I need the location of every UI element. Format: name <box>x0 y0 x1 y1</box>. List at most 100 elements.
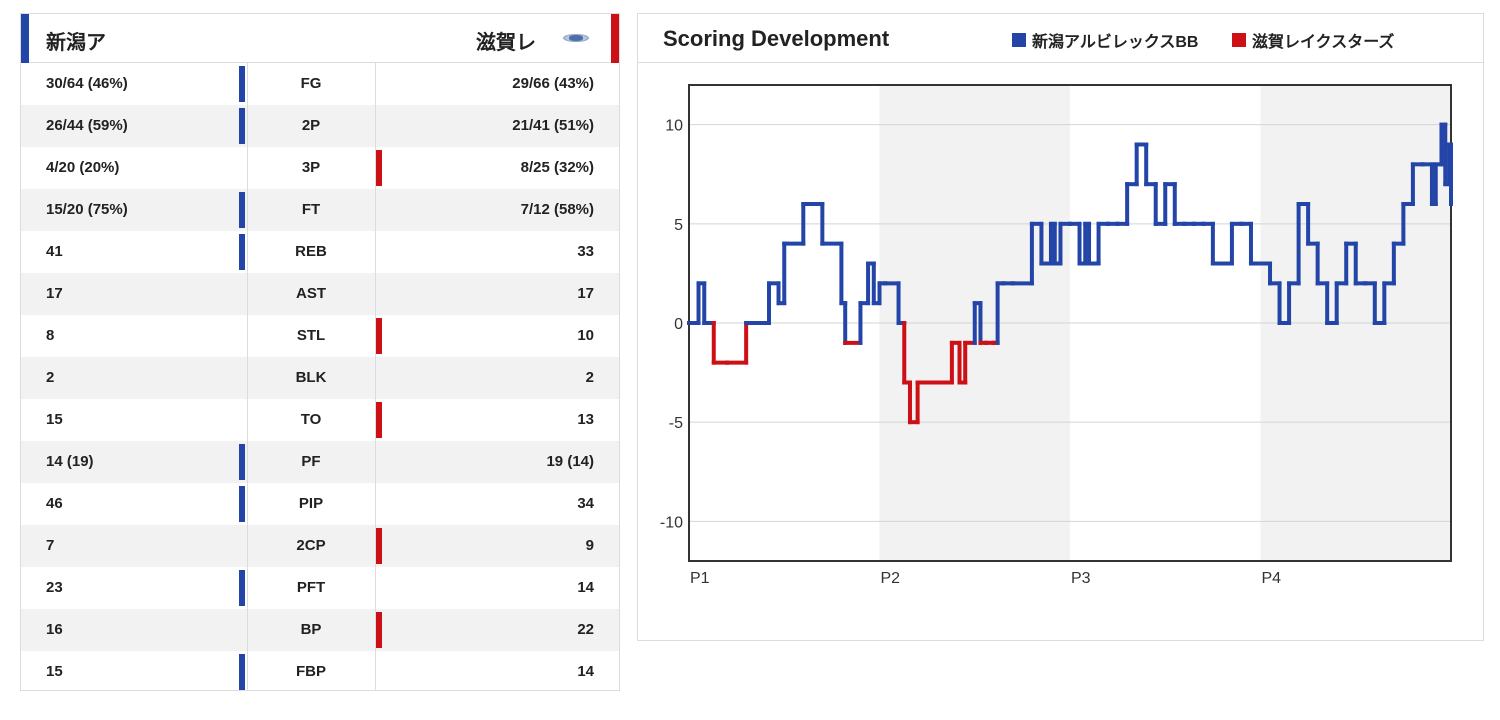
home-lead-indicator <box>239 66 245 102</box>
away-lead-indicator <box>376 612 382 648</box>
scoring-chart-panel: Scoring Development 新潟アルビレックスBB 滋賀レイクスター… <box>637 13 1484 641</box>
stat-row-2p: 26/44 (59%) 2P 21/41 (51%) <box>21 105 619 147</box>
stat-row-fg: 30/64 (46%) FG 29/66 (43%) <box>21 63 619 105</box>
stat-label: PIP <box>298 495 324 512</box>
stat-label: 2P <box>301 117 321 134</box>
stat-away-value: 17 <box>577 285 594 302</box>
stat-home-value: 41 <box>46 243 63 260</box>
away-lead-indicator <box>376 150 382 186</box>
stat-label: FG <box>300 75 322 92</box>
stat-row-stl: 8 STL 10 <box>21 315 619 357</box>
stat-away-value: 19 (14) <box>546 453 594 470</box>
stat-row-reb: 41 REB 33 <box>21 231 619 273</box>
stat-row-ft: 15/20 (75%) FT 7/12 (58%) <box>21 189 619 231</box>
stat-row-bp: 16 BP 22 <box>21 609 619 651</box>
stat-away-value: 2 <box>585 369 594 386</box>
legend-swatch-home <box>1012 33 1026 47</box>
away-lead-indicator <box>376 528 382 564</box>
stat-away-value: 29/66 (43%) <box>512 75 594 92</box>
stat-home-value: 8 <box>46 327 55 344</box>
column-divider <box>375 63 376 690</box>
chart-title: Scoring Development <box>663 26 890 51</box>
stat-label: AST <box>296 285 326 302</box>
stat-home-value: 17 <box>46 285 63 302</box>
stat-row-fbp: 15 FBP 14 <box>21 651 619 693</box>
stat-away-value: 7/12 (58%) <box>520 201 594 218</box>
legend-swatch-away <box>1232 33 1246 47</box>
stat-row-3p: 4/20 (20%) 3P 8/25 (32%) <box>21 147 619 189</box>
legend-label-away: 滋賀レイクスターズ <box>1252 34 1395 51</box>
home-lead-indicator <box>239 234 245 270</box>
home-lead-indicator <box>239 108 245 144</box>
stat-row-pft: 23 PFT 14 <box>21 567 619 609</box>
chart-header: Scoring Development 新潟アルビレックスBB 滋賀レイクスター… <box>638 14 1483 63</box>
home-team-name: 新潟ア <box>46 32 106 54</box>
stat-label: REB <box>295 243 327 260</box>
stat-label: FBP <box>296 663 326 680</box>
stat-label: STL <box>296 327 326 344</box>
x-tick-label: P4 <box>1262 570 1282 587</box>
stat-away-value: 14 <box>577 663 594 680</box>
legend-item-away[interactable]: 滋賀レイクスターズ <box>1232 28 1394 52</box>
home-team-color-bar <box>21 14 29 63</box>
y-tick-label: 10 <box>665 118 683 135</box>
y-tick-label: -5 <box>669 415 683 432</box>
stat-away-value: 14 <box>577 579 594 596</box>
away-team-name: 滋賀レ <box>476 32 536 54</box>
stat-row-to: 15 TO 13 <box>21 399 619 441</box>
stat-home-value: 30/64 (46%) <box>46 75 128 92</box>
stat-label: BLK <box>295 369 327 386</box>
stat-home-value: 46 <box>46 495 63 512</box>
stat-label: PF <box>301 453 321 470</box>
stats-header: 新潟ア 滋賀レ <box>21 14 619 63</box>
stat-label: 2CP <box>296 537 326 554</box>
stat-away-value: 10 <box>577 327 594 344</box>
stat-away-value: 34 <box>577 495 594 512</box>
stat-home-value: 7 <box>46 537 55 554</box>
stat-row-2cp: 7 2CP 9 <box>21 525 619 567</box>
stat-home-value: 15 <box>46 663 63 680</box>
away-team-logo-icon <box>563 34 589 42</box>
team-stats-table: 新潟ア 滋賀レ 30/64 (46%) FG 29/66 (43%) 26/44 (5… <box>20 13 620 691</box>
home-lead-indicator <box>239 444 245 480</box>
stat-row-ast: 17 AST 17 <box>21 273 619 315</box>
stat-away-value: 21/41 (51%) <box>512 117 594 134</box>
y-tick-label: 0 <box>674 316 683 333</box>
legend-label-home: 新潟アルビレックスBB <box>1032 34 1199 51</box>
stat-row-pip: 46 PIP 34 <box>21 483 619 525</box>
stat-home-value: 15 <box>46 411 63 428</box>
score-diff-chart: -10 -5 0 5 10 P1 P2 P3 P4 <box>660 84 1453 587</box>
stat-label: TO <box>300 411 322 428</box>
stat-away-value: 22 <box>577 621 594 638</box>
stat-home-value: 16 <box>46 621 63 638</box>
y-tick-label: -10 <box>660 514 683 531</box>
stat-home-value: 26/44 (59%) <box>46 117 128 134</box>
stats-rows: 30/64 (46%) FG 29/66 (43%) 26/44 (59%) 2P 21/… <box>21 63 619 693</box>
stat-home-value: 15/20 (75%) <box>46 201 128 218</box>
stat-label: PFT <box>296 579 326 596</box>
stat-row-pf: 14 (19) PF 19 (14) <box>21 441 619 483</box>
away-lead-indicator <box>376 318 382 354</box>
x-tick-label: P1 <box>690 570 710 587</box>
column-divider <box>247 63 248 690</box>
home-lead-indicator <box>239 192 245 228</box>
stat-label: FT <box>301 201 321 218</box>
home-lead-indicator <box>239 654 245 690</box>
stat-row-blk: 2 BLK 2 <box>21 357 619 399</box>
stat-home-value: 4/20 (20%) <box>46 159 120 176</box>
stat-away-value: 9 <box>585 537 594 554</box>
x-tick-label: P2 <box>881 570 901 587</box>
stat-home-value: 23 <box>46 579 63 596</box>
stat-away-value: 13 <box>577 411 594 428</box>
stat-home-value: 2 <box>46 369 55 386</box>
stat-away-value: 33 <box>577 243 594 260</box>
stat-away-value: 8/25 (32%) <box>520 159 594 176</box>
x-tick-label: P3 <box>1071 570 1091 587</box>
stat-label: BP <box>300 621 322 638</box>
stat-label: 3P <box>301 159 321 176</box>
y-tick-label: 5 <box>674 217 683 234</box>
legend-item-home[interactable]: 新潟アルビレックスBB <box>1012 28 1198 52</box>
home-lead-indicator <box>239 486 245 522</box>
away-lead-indicator <box>376 402 382 438</box>
stat-home-value: 14 (19) <box>46 453 94 470</box>
